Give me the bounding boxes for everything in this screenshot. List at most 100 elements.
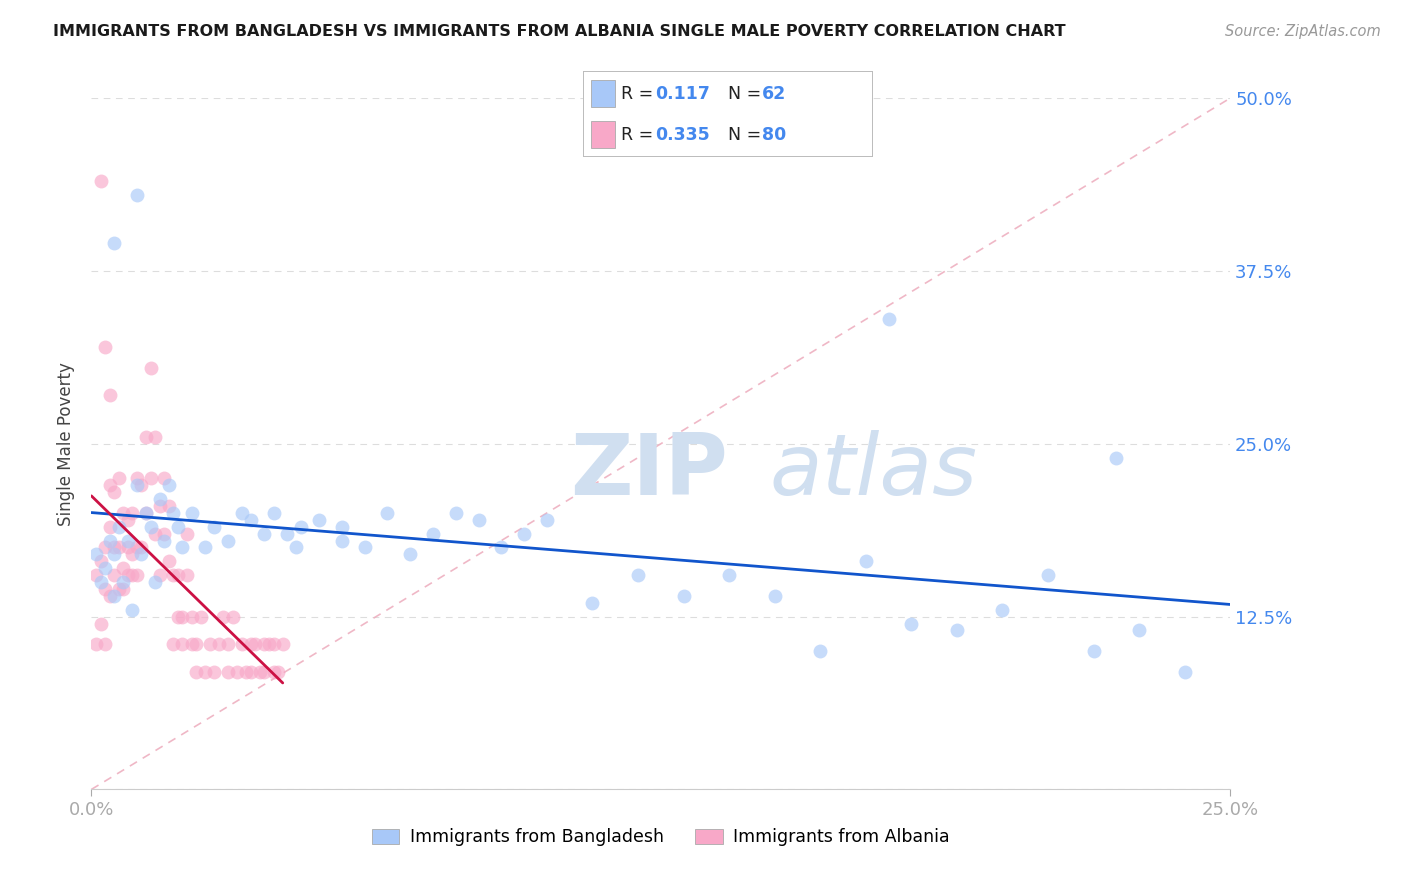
Point [186,665,208,679]
Point [217,533,239,548]
Point [1174,665,1197,679]
Point [103,541,125,555]
Point [125,471,148,485]
Point [135,506,157,520]
Point [253,526,276,541]
Point [202,665,225,679]
Point [84,568,107,582]
Point [718,568,741,582]
Point [249,665,271,679]
Text: R =: R = [621,126,654,144]
Point [149,499,172,513]
Point [308,513,330,527]
Point [112,575,135,590]
Text: N =: N = [728,85,761,103]
Point [180,637,202,651]
Point [1036,568,1059,582]
Point [267,665,290,679]
Point [98,478,121,492]
Point [112,506,135,520]
Point [212,609,235,624]
Text: Source: ZipAtlas.com: Source: ZipAtlas.com [1225,24,1381,39]
Bar [591,121,616,148]
Point [353,541,375,555]
Point [263,506,285,520]
Point [180,506,202,520]
Text: N =: N = [728,126,761,144]
Text: atlas: atlas [769,430,977,513]
Point [1105,450,1128,465]
Point [217,665,239,679]
Y-axis label: Single Male Poverty: Single Male Poverty [58,362,76,525]
Point [162,568,184,582]
Point [103,547,125,562]
Point [143,430,166,444]
Point [153,526,176,541]
Point [89,174,111,188]
Point [1083,644,1105,658]
Point [98,519,121,533]
Point [125,568,148,582]
Point [290,519,312,533]
Point [946,624,969,638]
Point [143,526,166,541]
Point [125,541,148,555]
Point [121,568,143,582]
Point [94,561,117,575]
Point [239,637,262,651]
Point [239,513,262,527]
Point [231,506,253,520]
Point [112,561,135,575]
Point [94,637,117,651]
Point [172,541,194,555]
Point [581,596,603,610]
Point [117,541,139,555]
Point [172,637,194,651]
Text: 80: 80 [762,126,786,144]
Point [180,609,202,624]
Point [139,360,162,375]
Point [107,471,129,485]
Bar [591,80,616,107]
Point [107,541,129,555]
Point [491,541,513,555]
Point [208,637,231,651]
Point [121,547,143,562]
Point [84,637,107,651]
Point [103,568,125,582]
Text: ZIP: ZIP [569,430,727,513]
Text: IMMIGRANTS FROM BANGLADESH VS IMMIGRANTS FROM ALBANIA SINGLE MALE POVERTY CORREL: IMMIGRANTS FROM BANGLADESH VS IMMIGRANTS… [53,24,1066,39]
Point [125,188,148,202]
Point [135,430,157,444]
Point [253,665,276,679]
Text: R =: R = [621,85,654,103]
Text: 0.335: 0.335 [655,126,710,144]
Text: 0.117: 0.117 [655,85,710,103]
Point [808,644,831,658]
Point [231,637,253,651]
Point [149,568,172,582]
Point [176,568,198,582]
Point [627,568,650,582]
Point [444,506,467,520]
Point [263,665,285,679]
Point [330,533,353,548]
Point [194,541,217,555]
Point [245,637,267,651]
Point [89,575,111,590]
Point [98,533,121,548]
Point [89,616,111,631]
Point [202,519,225,533]
Point [149,492,172,507]
Point [98,589,121,603]
Point [162,506,184,520]
Point [172,609,194,624]
Point [877,312,900,326]
Point [217,637,239,651]
Point [103,485,125,500]
Point [107,519,129,533]
Point [107,582,129,596]
Point [253,637,276,651]
Point [194,665,217,679]
Point [221,609,243,624]
